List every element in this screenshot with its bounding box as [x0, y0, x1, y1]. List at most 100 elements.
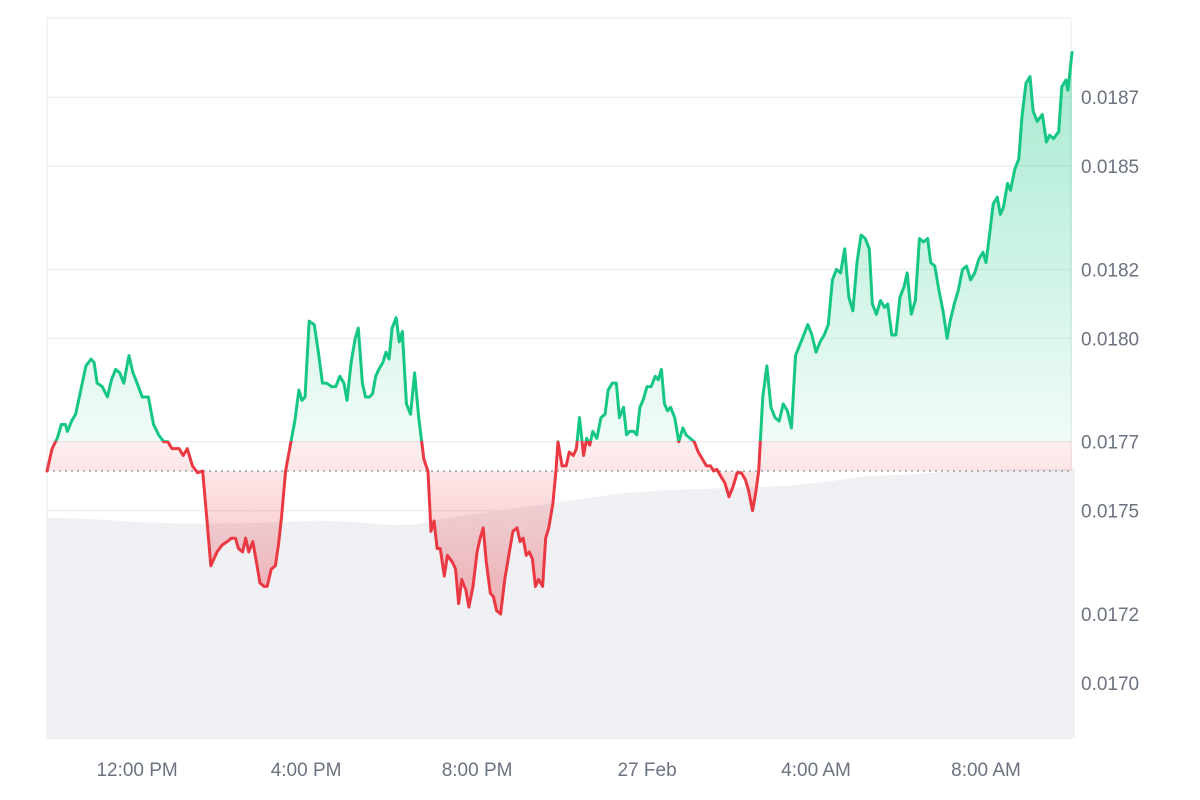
volume-bar-14 — [104, 520, 109, 738]
volume-bar-54 — [268, 522, 273, 738]
volume-bar-12 — [96, 519, 101, 738]
volume-bar-90 — [415, 523, 420, 738]
volume-bar-96 — [440, 518, 445, 738]
volume-bar-241 — [1034, 468, 1039, 738]
price-area-fills — [47, 52, 1073, 614]
volume-bar-236 — [1013, 469, 1018, 738]
volume-bar-39 — [206, 523, 211, 738]
volume-bar-131 — [583, 498, 588, 738]
volume-bar-142 — [628, 492, 633, 738]
volume-bar-149 — [657, 490, 662, 738]
volume-bar-111 — [501, 509, 506, 738]
volume-bar-30 — [169, 523, 174, 738]
volume-bar-92 — [423, 522, 428, 738]
volume-bar-61 — [296, 521, 301, 738]
volume-bar-238 — [1021, 469, 1026, 738]
volume-bar-16 — [112, 520, 117, 738]
volume-bar-249 — [1066, 468, 1071, 738]
volume-bar-230 — [989, 470, 994, 738]
volume-bar-153 — [673, 489, 678, 738]
x-tick-label-2: 8:00 PM — [442, 760, 513, 781]
volume-bar-43 — [223, 523, 228, 738]
volume-bar-47 — [239, 523, 244, 738]
volume-bar-117 — [526, 506, 531, 738]
volume-bar-0 — [47, 517, 52, 738]
area-above-baseline — [55, 52, 1073, 441]
volume-bar-242 — [1038, 468, 1043, 738]
volume-bar-44 — [227, 523, 232, 738]
volume-bar-8 — [79, 518, 84, 738]
volume-bar-178 — [776, 486, 781, 738]
volume-bar-232 — [997, 469, 1002, 738]
volume-bar-140 — [620, 493, 625, 738]
y-axis-tick-labels: 0.0170 0.0172 0.0175 0.0177 0.0180 0.0182 0.01… — [1081, 88, 1139, 695]
volume-bar-210 — [907, 474, 912, 738]
volume-bar-161 — [706, 488, 711, 738]
area-below-baseline — [47, 441, 1073, 614]
volume-bar-197 — [853, 477, 859, 738]
volume-bar-59 — [288, 521, 293, 738]
volume-bar-87 — [403, 524, 408, 738]
x-tick-label-3: 27 Feb — [617, 760, 676, 781]
volume-bar-200 — [866, 475, 871, 738]
volume-bar-187 — [812, 482, 818, 738]
volume-bar-114 — [513, 508, 519, 738]
volume-bar-192 — [833, 480, 838, 738]
volume-bar-119 — [534, 505, 539, 738]
volume-bar-120 — [538, 504, 543, 738]
volume-bar-135 — [599, 496, 605, 738]
volume-bar-231 — [993, 470, 998, 738]
volume-bar-166 — [726, 488, 732, 738]
volume-bar-97 — [444, 518, 449, 738]
volume-bar-49 — [247, 523, 252, 738]
volume-bar-215 — [927, 473, 932, 738]
volume-bar-127 — [567, 500, 572, 738]
volume-bar-91 — [419, 522, 424, 738]
volume-bar-105 — [477, 513, 482, 738]
volume-bar-245 — [1050, 468, 1055, 738]
volume-bar-185 — [804, 483, 809, 738]
y-tick-label-3: 0.0177 — [1081, 433, 1139, 454]
volume-bar-101 — [460, 515, 465, 738]
volume-bar-20 — [128, 521, 134, 738]
volume-bar-107 — [485, 512, 490, 738]
y-tick-label-7: 0.0187 — [1081, 88, 1139, 109]
volume-bar-177 — [771, 486, 777, 738]
volume-bar-9 — [83, 518, 88, 738]
volume-bar-194 — [841, 479, 846, 738]
volume-bar-69 — [329, 521, 334, 738]
y-tick-label-6: 0.0185 — [1081, 157, 1139, 178]
volume-bar-154 — [677, 489, 682, 738]
volume-bar-222 — [956, 471, 961, 738]
volume-bar-106 — [481, 512, 486, 738]
volume-bar-21 — [133, 521, 138, 738]
volume-bar-168 — [735, 487, 740, 738]
volume-bar-125 — [559, 501, 564, 738]
volume-bar-176 — [767, 486, 772, 738]
y-tick-label-2: 0.0175 — [1081, 502, 1139, 523]
volume-bar-217 — [935, 472, 940, 738]
volume-bar-32 — [178, 523, 183, 738]
volume-bar-233 — [1001, 469, 1006, 738]
volume-bar-27 — [157, 522, 162, 738]
volume-bar-121 — [542, 504, 547, 738]
volume-bar-103 — [468, 514, 473, 738]
volume-bar-196 — [849, 478, 854, 738]
volume-bar-35 — [190, 523, 195, 738]
volume-bar-99 — [452, 516, 457, 738]
volume-bar-13 — [100, 519, 105, 738]
volume-bar-76 — [358, 522, 363, 738]
volume-bar-147 — [649, 491, 654, 738]
volume-bar-235 — [1009, 469, 1014, 738]
volume-bar-68 — [325, 520, 330, 738]
volume-bar-112 — [505, 509, 510, 738]
volume-bar-77 — [362, 522, 367, 738]
volume-bar-179 — [780, 486, 785, 738]
volume-bar-4 — [63, 518, 68, 738]
volume-bar-18 — [120, 521, 125, 738]
volume-bar-64 — [309, 520, 314, 738]
volume-bar-223 — [960, 471, 965, 738]
price-line-up — [54, 50, 1074, 441]
volume-bar-205 — [886, 475, 891, 738]
volume-bar-52 — [259, 522, 265, 738]
